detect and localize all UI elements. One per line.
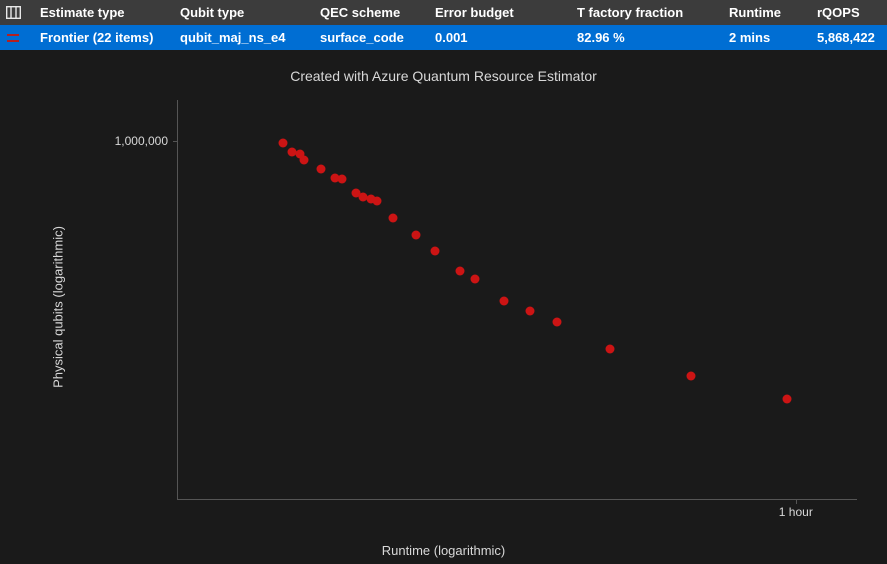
- column-picker-button[interactable]: [6, 6, 40, 19]
- data-point[interactable]: [389, 214, 398, 223]
- frontier-icon: [6, 33, 20, 43]
- cell-error-budget: 0.001: [435, 30, 577, 45]
- col-header-qubit-type[interactable]: Qubit type: [180, 5, 320, 20]
- table-header-row: Estimate type Qubit type QEC scheme Erro…: [0, 0, 887, 25]
- cell-t-factory-fraction: 82.96 %: [577, 30, 729, 45]
- col-header-estimate-type[interactable]: Estimate type: [40, 5, 180, 20]
- x-axis-label: Runtime (logarithmic): [0, 543, 887, 558]
- y-axis-label: Physical qubits (logarithmic): [51, 226, 66, 388]
- grid-icon: [6, 6, 21, 19]
- col-header-rqops[interactable]: rQOPS: [817, 5, 887, 20]
- data-point[interactable]: [526, 306, 535, 315]
- data-point[interactable]: [687, 372, 696, 381]
- col-header-error-budget[interactable]: Error budget: [435, 5, 577, 20]
- results-table: Estimate type Qubit type QEC scheme Erro…: [0, 0, 887, 50]
- plot-area[interactable]: 1,000,0001 hour: [177, 100, 857, 500]
- data-point[interactable]: [471, 274, 480, 283]
- data-point[interactable]: [411, 230, 420, 239]
- col-header-qec-scheme[interactable]: QEC scheme: [320, 5, 435, 20]
- cell-rqops: 5,868,422: [817, 30, 887, 45]
- x-tick-label: 1 hour: [779, 505, 813, 519]
- data-point[interactable]: [278, 139, 287, 148]
- col-header-t-factory-fraction[interactable]: T factory fraction: [577, 5, 729, 20]
- frontier-chart: Created with Azure Quantum Resource Esti…: [0, 50, 887, 564]
- col-header-runtime[interactable]: Runtime: [729, 5, 817, 20]
- y-tick-label: 1,000,000: [115, 134, 168, 148]
- data-point[interactable]: [456, 267, 465, 276]
- data-point[interactable]: [499, 296, 508, 305]
- x-tick: [796, 499, 797, 504]
- row-marker: [6, 33, 40, 43]
- data-point[interactable]: [317, 165, 326, 174]
- data-point[interactable]: [431, 247, 440, 256]
- data-point[interactable]: [373, 196, 382, 205]
- cell-qubit-type: qubit_maj_ns_e4: [180, 30, 320, 45]
- cell-estimate-type: Frontier (22 items): [40, 30, 180, 45]
- data-point[interactable]: [553, 318, 562, 327]
- table-row[interactable]: Frontier (22 items) qubit_maj_ns_e4 surf…: [0, 25, 887, 50]
- data-point[interactable]: [299, 156, 308, 165]
- cell-qec-scheme: surface_code: [320, 30, 435, 45]
- chart-title: Created with Azure Quantum Resource Esti…: [0, 68, 887, 84]
- cell-runtime: 2 mins: [729, 30, 817, 45]
- data-point[interactable]: [605, 345, 614, 354]
- data-point[interactable]: [783, 394, 792, 403]
- y-tick: [173, 141, 178, 142]
- app-root: Estimate type Qubit type QEC scheme Erro…: [0, 0, 887, 564]
- data-point[interactable]: [338, 175, 347, 184]
